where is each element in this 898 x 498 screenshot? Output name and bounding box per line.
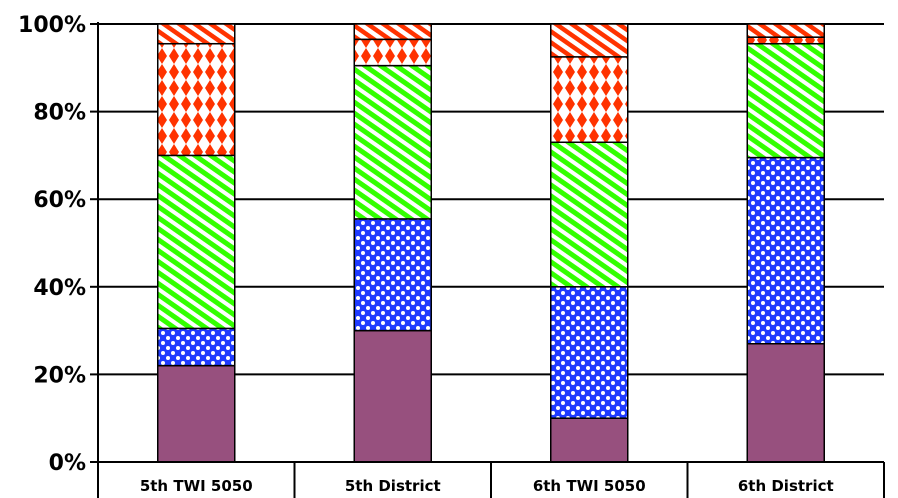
bar-segment-series-3	[353, 64, 432, 220]
x-category-labels: 5th TWI 5050 5th District 6th TWI 5050 6th …	[140, 477, 834, 495]
y-tick-label: 60%	[33, 188, 86, 213]
x-category-label: 6th TWI 5050	[533, 477, 646, 495]
y-tick-label: 100%	[18, 13, 86, 38]
y-tick-label: 40%	[33, 276, 86, 301]
x-category-label: 5th District	[345, 477, 441, 495]
y-tick-label: 20%	[33, 363, 86, 388]
bar-segment-series-3	[157, 154, 236, 330]
y-tick-label: 80%	[33, 101, 86, 126]
bar-segment-series-5	[550, 23, 629, 58]
bar-segment-series-2	[746, 156, 825, 345]
bar-segment-series-4	[353, 38, 432, 67]
bar-segment-series-5	[353, 23, 432, 41]
bar-segment-series-1	[550, 417, 629, 463]
bar-segment-series-1	[746, 342, 825, 463]
bar-segment-series-2	[353, 218, 432, 332]
axes	[90, 22, 885, 498]
x-category-label: 5th TWI 5050	[140, 477, 253, 495]
bar-segment-series-4	[746, 36, 825, 45]
y-tick-labels: 0% 20% 40% 60% 80% 100%	[18, 13, 86, 476]
y-tick-label: 0%	[49, 451, 86, 476]
bar-segment-series-1	[157, 364, 236, 463]
x-category-label: 6th District	[738, 477, 834, 495]
bar-segment-series-5	[746, 23, 825, 38]
bar-segment-series-5	[157, 23, 236, 45]
bar-segment-series-4	[157, 42, 236, 157]
bar-segment-series-4	[550, 56, 629, 144]
bars	[157, 23, 825, 463]
bar-segment-series-2	[550, 286, 629, 419]
bar-segment-series-1	[353, 329, 432, 463]
bar-segment-series-2	[157, 327, 236, 367]
bar-segment-series-3	[550, 141, 629, 288]
bar-segment-series-3	[746, 42, 825, 159]
